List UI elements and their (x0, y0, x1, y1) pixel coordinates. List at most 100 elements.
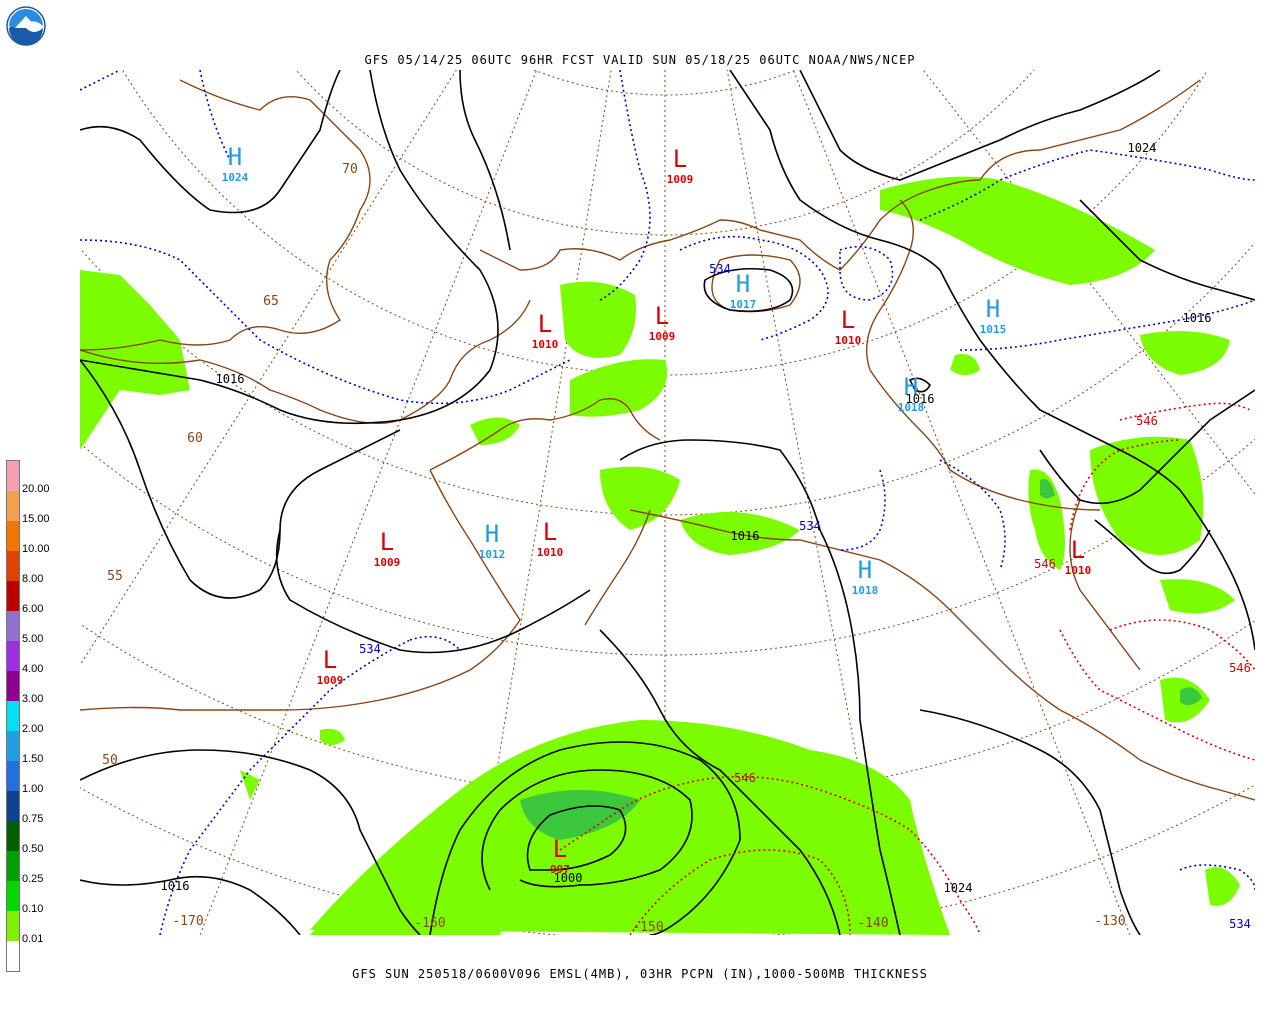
graticule-label: 65 (263, 294, 279, 309)
high-center: H (904, 373, 918, 401)
center-pressure: 1015 (980, 323, 1007, 336)
graticule-label: 55 (107, 569, 123, 584)
center-pressure: 1010 (835, 334, 862, 347)
center-pressure: 1012 (479, 548, 506, 561)
legend-swatch (7, 761, 19, 791)
high-center: H (858, 556, 872, 584)
legend-swatch (7, 611, 19, 641)
legend-swatch (7, 791, 19, 821)
isobar-label: 1024 (1128, 141, 1157, 155)
center-pressure: 1010 (1065, 564, 1092, 577)
center-pressure: 1009 (374, 556, 401, 569)
isobar-label: 1000 (554, 871, 583, 885)
center-pressure: 1018 (852, 584, 879, 597)
chart-caption: GFS SUN 250518/0600V096 EMSL(4MB), 03HR … (352, 967, 928, 981)
legend-label: 2.00 (22, 723, 44, 735)
legend-label: 0.25 (22, 873, 44, 885)
legend-label: 3.00 (22, 693, 44, 705)
graticule-label: 50 (102, 753, 118, 768)
center-pressure: 1010 (532, 338, 559, 351)
precip-legend (6, 460, 20, 972)
precipitation-areas (80, 176, 1240, 935)
legend-label: 0.50 (22, 843, 44, 855)
center-pressure: 1017 (730, 298, 757, 311)
thickness-label-warm: 546 (1229, 661, 1251, 675)
low-center: L (380, 528, 394, 556)
graticule-label: -140 (857, 916, 888, 931)
legend-label: 1.50 (22, 753, 44, 765)
center-pressure: 997 (550, 863, 570, 876)
legend-label: 8.00 (22, 573, 44, 585)
low-center: L (538, 310, 552, 338)
legend-label: 10.00 (22, 543, 50, 555)
legend-label: 20.00 (22, 483, 50, 495)
legend-label: 15.00 (22, 513, 50, 525)
weather-map: H 1024 L 1009 L 1009 L 1010 H 1017 L 1010 H 1015 H 1018… (80, 70, 1255, 935)
thickness-label-warm: 546 (1136, 414, 1158, 428)
thickness-warm-lines (559, 402, 1255, 935)
coastlines (80, 79, 1255, 801)
high-center: H (986, 295, 1000, 323)
precipitation-cores (520, 479, 1202, 840)
isobar-label: 1024 (944, 881, 973, 895)
isobars (80, 70, 1255, 935)
thickness-label-warm: 546 (1034, 557, 1056, 571)
legend-swatch (7, 881, 19, 911)
high-center: H (736, 270, 750, 298)
thickness-label-cold: 534 (359, 642, 381, 656)
chart-title: GFS 05/14/25 06UTC 96HR FCST VALID SUN 0… (364, 53, 916, 67)
isobar-label: 1016 (906, 392, 935, 406)
isobar-label: 1016 (161, 879, 190, 893)
thickness-label-cold: 534 (799, 519, 821, 533)
legend-label: 4.00 (22, 663, 44, 675)
low-center: L (323, 646, 337, 674)
legend-swatch (7, 821, 19, 851)
legend-swatch (7, 911, 19, 941)
legend-label: 5.00 (22, 633, 44, 645)
legend-swatch (7, 521, 19, 551)
graticule-label: 70 (342, 162, 358, 177)
graticule-label: -160 (414, 916, 445, 931)
legend-swatch (7, 491, 19, 521)
noaa-logo-icon (6, 6, 46, 46)
legend-label: 1.00 (22, 783, 44, 795)
center-pressure: 1009 (649, 330, 676, 343)
legend-label: 0.10 (22, 903, 44, 915)
low-center: L (655, 302, 669, 330)
legend-swatch (7, 941, 19, 971)
high-center: H (485, 520, 499, 548)
center-pressure: 1009 (667, 173, 694, 186)
thickness-label-cold: 534 (709, 262, 731, 276)
legend-label: 0.01 (22, 933, 44, 945)
center-pressure: 1009 (317, 674, 344, 687)
graticule-label: -170 (172, 914, 203, 929)
legend-label: 6.00 (22, 603, 44, 615)
legend-swatch (7, 551, 19, 581)
legend-swatch (7, 461, 19, 491)
low-center: L (673, 145, 687, 173)
isobar-label: 1016 (731, 529, 760, 543)
low-center: L (841, 306, 855, 334)
legend-swatch (7, 581, 19, 611)
graticule-label: -150 (632, 920, 663, 935)
legend-swatch (7, 851, 19, 881)
legend-swatch (7, 641, 19, 671)
legend-swatch (7, 671, 19, 701)
low-center: L (1071, 536, 1085, 564)
thickness-label-cold: 534 (1229, 917, 1251, 931)
isobar-label: 1016 (1183, 311, 1212, 325)
high-center: H (228, 143, 242, 171)
legend-label: 0.75 (22, 813, 44, 825)
thickness-label-warm: 546 (734, 771, 756, 785)
center-pressure: 1010 (537, 546, 564, 559)
legend-swatch (7, 731, 19, 761)
low-center: L (543, 518, 557, 546)
map-labels: H1024L1009L1009L1010H1017L1010H1015H1018… (102, 141, 1251, 935)
graticule-label: -130 (1094, 914, 1125, 929)
thickness-cold-lines (80, 70, 1255, 935)
graticule-label: 60 (187, 431, 203, 446)
legend-swatch (7, 701, 19, 731)
isobar-label: 1016 (216, 372, 245, 386)
center-pressure: 1018 (898, 401, 925, 414)
low-center: L (553, 835, 567, 863)
